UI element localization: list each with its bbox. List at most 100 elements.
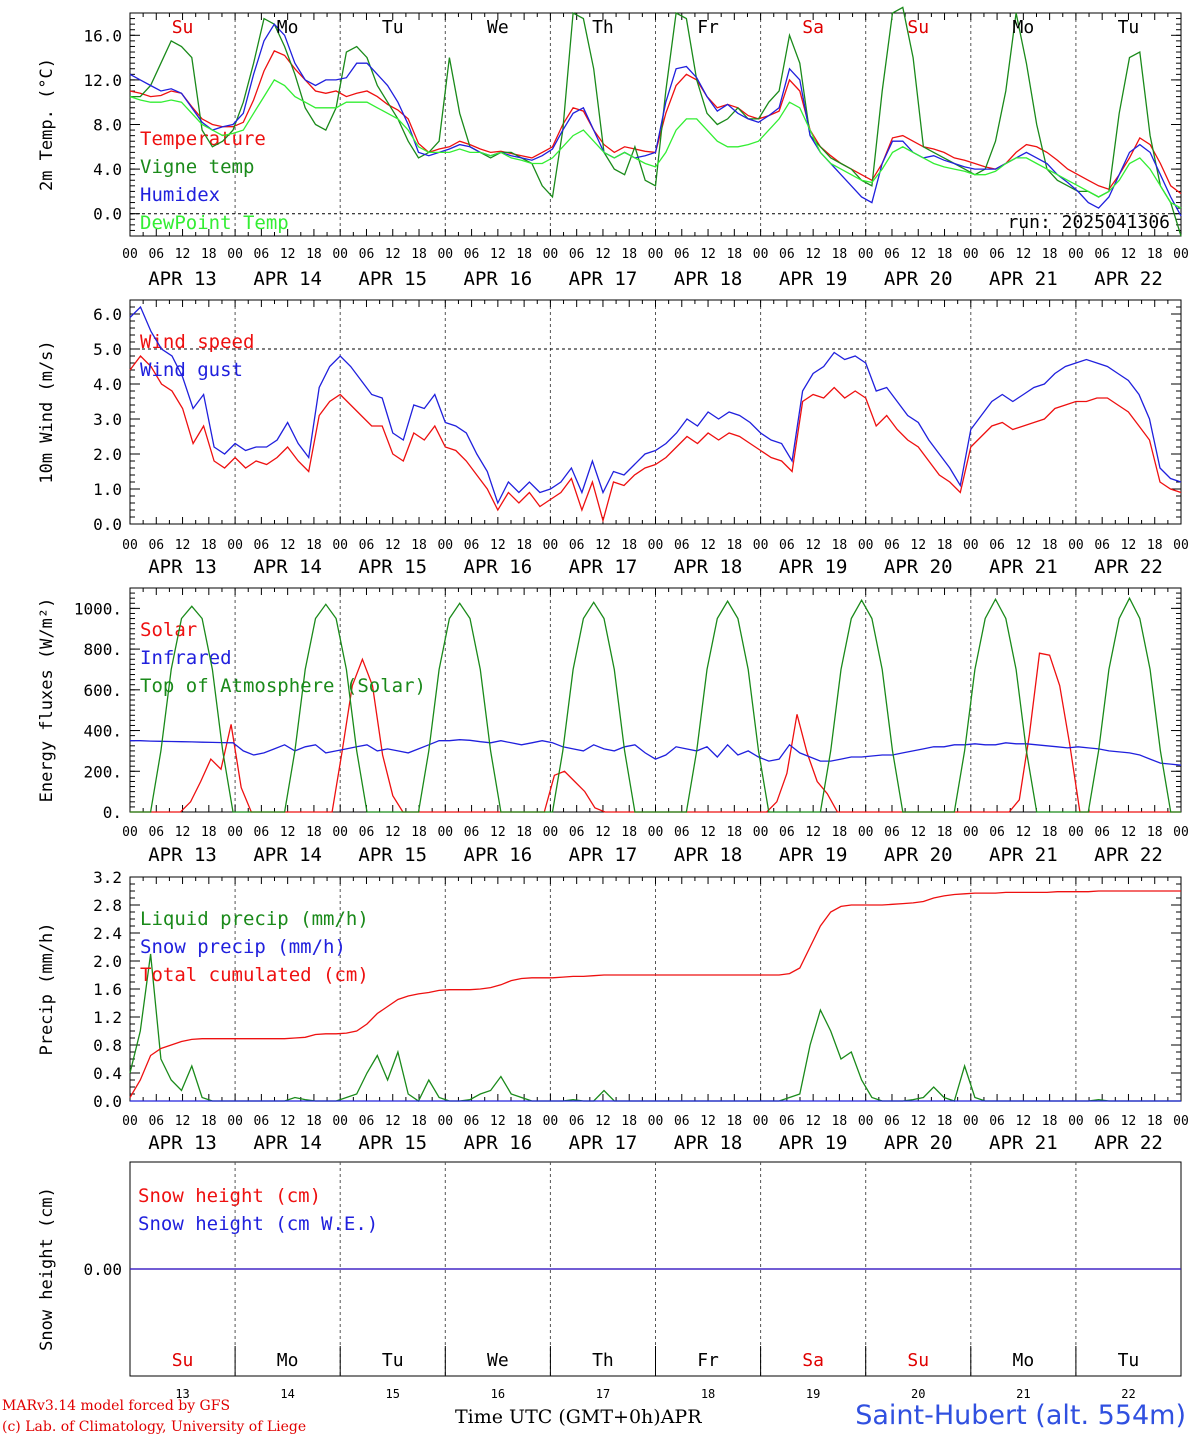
hour-label: 18 — [516, 247, 532, 262]
y-tick-label: 600. — [83, 681, 122, 700]
date-label: APR 19 — [779, 268, 848, 290]
hour-label: 18 — [1147, 538, 1163, 553]
hour-label: 06 — [989, 538, 1005, 553]
legend-label: DewPoint Temp — [140, 212, 289, 234]
day-label: Tu — [1118, 17, 1140, 38]
hour-label: 00 — [227, 247, 243, 262]
day-number: 21 — [1016, 1387, 1030, 1401]
time-axis-month: APR — [660, 1406, 702, 1428]
hour-label: 18 — [621, 1114, 637, 1129]
hour-label: 18 — [516, 825, 532, 840]
hour-label: 06 — [674, 538, 690, 553]
day-label: We — [487, 1350, 509, 1371]
hour-label: 06 — [464, 247, 480, 262]
day-label: Fr — [697, 17, 719, 38]
hour-label: 06 — [359, 825, 375, 840]
hour-label: 18 — [516, 538, 532, 553]
hour-label: 00 — [122, 538, 138, 553]
y-tick-label: 0.8 — [93, 1036, 122, 1055]
hour-label: 06 — [884, 1114, 900, 1129]
legend-label: Infrared — [140, 647, 232, 669]
hour-label: 06 — [464, 1114, 480, 1129]
hour-label: 06 — [359, 247, 375, 262]
hour-label: 00 — [437, 538, 453, 553]
hour-label: 18 — [516, 1114, 532, 1129]
y-tick-label: 0. — [103, 803, 122, 822]
day-label: Tu — [382, 17, 404, 38]
hour-label: 00 — [858, 825, 874, 840]
hour-label: 00 — [332, 538, 348, 553]
date-label: APR 17 — [569, 1132, 638, 1154]
hour-label: 18 — [937, 825, 953, 840]
hour-label: 06 — [779, 247, 795, 262]
hour-label: 18 — [411, 1114, 427, 1129]
run-annotation: run: 2025041306 — [1007, 212, 1170, 233]
date-label: APR 15 — [358, 268, 427, 290]
hour-label: 12 — [700, 825, 716, 840]
day-label: Tu — [382, 1350, 404, 1371]
y-axis-label: 10m Wind (m/s) — [37, 340, 57, 483]
date-label: APR 13 — [148, 1132, 217, 1154]
date-label: APR 14 — [253, 844, 322, 866]
hour-label: 00 — [1173, 825, 1189, 840]
day-label: Fr — [697, 1350, 719, 1371]
y-tick-label: 8.0 — [93, 116, 122, 135]
y-tick-label: 2.8 — [93, 896, 122, 915]
hour-label: 06 — [779, 825, 795, 840]
hour-label: 18 — [201, 825, 217, 840]
y-tick-label: 200. — [83, 762, 122, 781]
hour-label: 00 — [543, 1114, 559, 1129]
y-tick-label: 5.0 — [93, 340, 122, 359]
time-axis-title: Time UTC (GMT+0h) — [455, 1406, 661, 1428]
hour-label: 00 — [1068, 247, 1084, 262]
hour-label: 12 — [1121, 825, 1137, 840]
date-label: APR 13 — [148, 844, 217, 866]
lab-credit-text: (c) Lab. of Climatology, University of L… — [2, 1419, 307, 1435]
y-tick-label: 0.4 — [93, 1064, 122, 1083]
hour-label: 06 — [989, 1114, 1005, 1129]
hour-label: 00 — [122, 247, 138, 262]
y-tick-label: 1.0 — [93, 480, 122, 499]
hour-label: 00 — [332, 1114, 348, 1129]
date-label: APR 18 — [674, 844, 743, 866]
date-label: APR 21 — [989, 844, 1058, 866]
hour-label: 06 — [779, 1114, 795, 1129]
day-number: 22 — [1121, 1387, 1135, 1401]
y-axis-label: 2m Temp. (°C) — [37, 58, 57, 191]
date-label: APR 17 — [569, 556, 638, 578]
day-label: Su — [907, 1350, 929, 1371]
day-label: Th — [592, 1350, 614, 1371]
hour-label: 12 — [280, 538, 296, 553]
day-label: Su — [172, 17, 194, 38]
day-label: Mo — [1013, 1350, 1035, 1371]
y-tick-label: 0.00 — [83, 1260, 122, 1279]
day-label: Su — [172, 1350, 194, 1371]
hour-label: 00 — [227, 1114, 243, 1129]
hour-label: 00 — [753, 825, 769, 840]
series-line-3 — [130, 596, 1181, 813]
station-name: Saint-Hubert (alt. 554m) — [855, 1400, 1186, 1431]
hour-label: 06 — [674, 247, 690, 262]
hour-label: 12 — [1016, 1114, 1032, 1129]
y-tick-label: 4.0 — [93, 160, 122, 179]
date-label: APR 20 — [884, 556, 953, 578]
date-label: APR 13 — [148, 556, 217, 578]
date-label: APR 21 — [989, 268, 1058, 290]
hour-label: 12 — [805, 247, 821, 262]
hour-label: 06 — [148, 538, 164, 553]
legend-label: Liquid precip (mm/h) — [140, 908, 369, 930]
date-label: APR 20 — [884, 844, 953, 866]
hour-label: 12 — [490, 247, 506, 262]
hour-label: 18 — [726, 247, 742, 262]
hour-label: 18 — [1042, 247, 1058, 262]
hour-label: 06 — [884, 538, 900, 553]
date-label: APR 18 — [674, 1132, 743, 1154]
hour-label: 18 — [201, 538, 217, 553]
day-number: 17 — [596, 1387, 610, 1401]
hour-label: 12 — [910, 825, 926, 840]
day-label: We — [487, 17, 509, 38]
y-tick-label: 4.0 — [93, 375, 122, 394]
date-label: APR 19 — [779, 844, 848, 866]
hour-label: 12 — [805, 1114, 821, 1129]
hour-label: 00 — [1068, 1114, 1084, 1129]
